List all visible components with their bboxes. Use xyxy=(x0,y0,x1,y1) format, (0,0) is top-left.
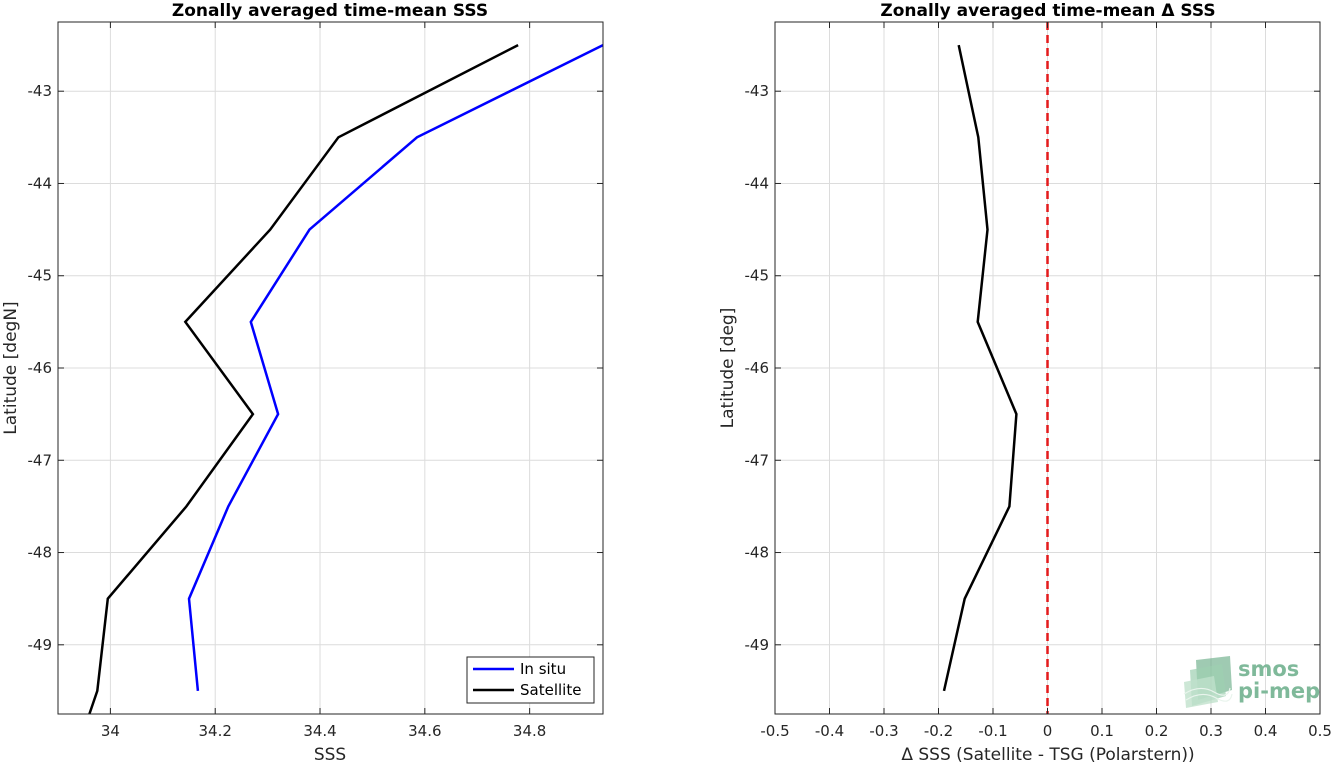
x-tick-label: -0.4 xyxy=(815,722,844,740)
legend-label-satellite: Satellite xyxy=(520,681,581,699)
x-tick-label: 0 xyxy=(1043,722,1053,740)
y-tick-label: -43 xyxy=(745,82,770,100)
y-tick-label: -43 xyxy=(28,82,53,100)
y-tick-label: -44 xyxy=(28,174,53,192)
series-line-delta-sss xyxy=(942,44,1018,692)
left-chart-panel: Zonally averaged time-mean SSS 34 34.2 34.… xyxy=(1,1,604,764)
series-line-satellite xyxy=(88,43,519,715)
right-chart-series xyxy=(942,44,1018,692)
x-tick-label: 0.4 xyxy=(1254,722,1278,740)
x-tick-label: 0.5 xyxy=(1308,722,1332,740)
smos-pi-mep-logo: smos pi-mep xyxy=(1183,656,1320,708)
right-chart-ticks: -0.5 -0.4 -0.3 -0.2 -0.1 0 0.1 0.2 0.3 0.4 0.5 -43 -… xyxy=(745,22,1332,740)
x-tick-label: 0.2 xyxy=(1145,722,1169,740)
x-tick-label: -0.2 xyxy=(924,722,953,740)
left-chart-y-axis-label: Latitude [degN] xyxy=(1,301,21,434)
x-tick-label: 34.8 xyxy=(513,722,546,740)
right-chart-y-axis-label: Latitude [deg] xyxy=(718,308,738,429)
y-tick-label: -48 xyxy=(28,544,53,562)
left-chart-title: Zonally averaged time-mean SSS xyxy=(172,1,488,21)
logo-text-line2: pi-mep xyxy=(1238,679,1320,703)
left-chart-series xyxy=(88,43,604,715)
x-tick-label: -0.3 xyxy=(869,722,898,740)
y-tick-label: -45 xyxy=(28,267,53,285)
y-tick-label: -49 xyxy=(745,636,770,654)
y-tick-label: -46 xyxy=(745,359,770,377)
legend: In situ Satellite xyxy=(466,656,595,704)
y-tick-label: -44 xyxy=(745,174,770,192)
left-chart-ticks: 34 34.2 34.4 34.6 34.8 -43 -44 -45 -46 -47 -48 -49 xyxy=(28,22,603,740)
series-line-in-situ xyxy=(187,43,604,692)
left-chart-x-axis-label: SSS xyxy=(314,745,346,764)
legend-label-in-situ: In situ xyxy=(520,660,566,678)
right-chart-x-axis-label: Δ SSS (Satellite - TSG (Polarstern)) xyxy=(901,745,1194,764)
legend-box xyxy=(466,656,595,704)
logo-text-line1: smos xyxy=(1238,657,1299,681)
y-tick-label: -49 xyxy=(28,636,53,654)
x-tick-label: -0.5 xyxy=(760,722,789,740)
x-tick-label: 0.3 xyxy=(1199,722,1223,740)
logo-emblem-icon xyxy=(1183,656,1233,708)
x-tick-label: 34.6 xyxy=(408,722,441,740)
right-chart-panel: Zonally averaged time-mean Δ SSS -0.5 -0.… xyxy=(718,1,1332,764)
y-tick-label: -48 xyxy=(745,544,770,562)
x-tick-label: -0.1 xyxy=(978,722,1007,740)
y-tick-label: -47 xyxy=(28,451,53,469)
x-tick-label: 34.4 xyxy=(303,722,336,740)
y-tick-label: -45 xyxy=(745,267,770,285)
right-chart-title: Zonally averaged time-mean Δ SSS xyxy=(880,1,1215,21)
y-tick-label: -46 xyxy=(28,359,53,377)
x-tick-label: 0.1 xyxy=(1090,722,1114,740)
left-chart-grid xyxy=(58,22,603,714)
y-tick-label: -47 xyxy=(745,451,770,469)
x-tick-label: 34 xyxy=(101,722,120,740)
x-tick-label: 34.2 xyxy=(199,722,232,740)
